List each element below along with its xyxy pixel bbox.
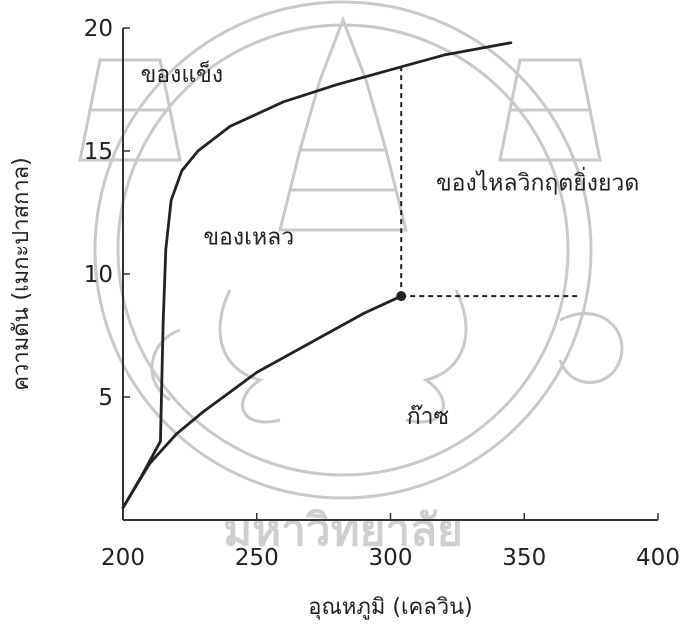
- sublimation-curve: [121, 439, 162, 510]
- critical-dashes: [396, 64, 578, 302]
- x-tick-label: 300: [369, 545, 413, 571]
- vapor-curve: [121, 294, 403, 510]
- ticks: 200 250 300 350 400 5 10 15 20: [84, 16, 680, 571]
- y-tick-label: 20: [84, 16, 113, 42]
- liquid-label: ของเหลว: [203, 224, 294, 250]
- x-tick-label: 250: [235, 545, 279, 571]
- x-tick-label: 200: [101, 545, 145, 571]
- solid-label: ของแข็ง: [141, 59, 224, 88]
- series-group: [121, 41, 513, 510]
- melting-curve: [159, 41, 513, 443]
- critical-point: [396, 291, 407, 302]
- y-axis-title: ความดัน (เมกะปาสกาล): [9, 157, 34, 390]
- y-tick-label: 5: [98, 385, 113, 411]
- x-tick-label: 400: [636, 545, 680, 571]
- x-axis-title: อุณหภูมิ (เคลวิน): [308, 595, 472, 620]
- y-tick-label: 10: [84, 262, 113, 288]
- y-tick-label: 15: [84, 139, 113, 165]
- axes: [122, 28, 658, 521]
- gas-label: ก๊าซ: [407, 404, 449, 430]
- x-tick-label: 350: [502, 545, 546, 571]
- supercritical-label: ของไหลวิกฤตยิ่งยวด: [436, 166, 639, 196]
- watermark-text: มหาวิทยาลัย: [223, 505, 463, 556]
- university-seal-icon: มหาวิทยาลัย: [78, 0, 624, 556]
